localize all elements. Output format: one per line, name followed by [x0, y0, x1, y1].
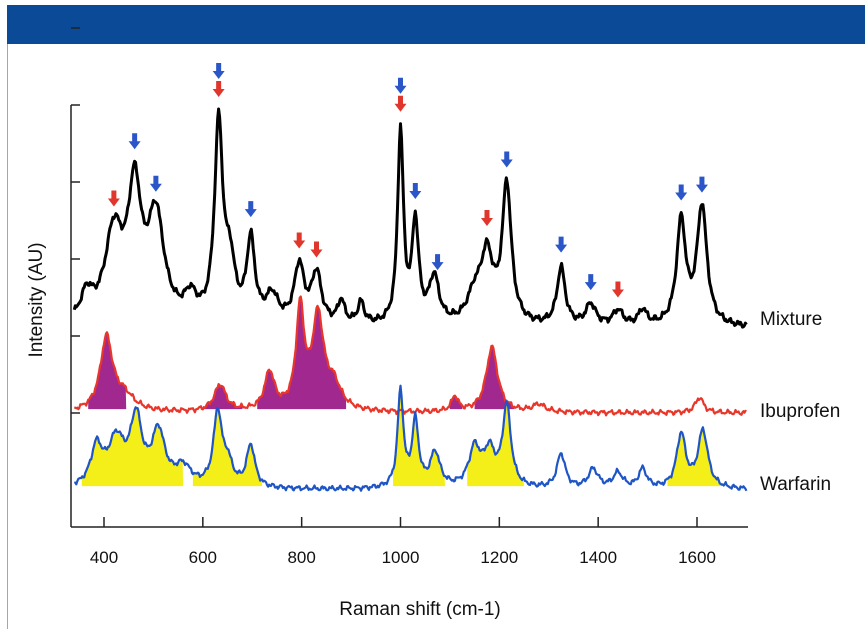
arrow-blue-1385 — [584, 274, 597, 291]
x-tick-label-1000: 1000 — [382, 548, 420, 567]
peak-fills — [81, 296, 722, 487]
series-label-warfarin: Warfarin — [760, 474, 831, 495]
axes — [70, 105, 748, 528]
line-warfarin — [73, 384, 748, 492]
fill-warfarin-3 — [467, 401, 524, 487]
x-tick-label-1400: 1400 — [579, 548, 617, 567]
arrow-blue-1325 — [555, 236, 568, 253]
frame-border — [7, 44, 8, 629]
arrow-red-632 — [212, 80, 225, 97]
arrow-blue-1610 — [695, 176, 708, 193]
fill-warfarin-4 — [667, 427, 722, 487]
x-tick-label-1200: 1200 — [480, 548, 518, 567]
arrow-red-1000 — [394, 95, 407, 112]
arrow-blue-697 — [244, 201, 257, 218]
arrow-blue-462 — [128, 133, 141, 150]
fill-ibuprofen-2 — [257, 296, 347, 410]
fill-ibuprofen-1 — [202, 384, 243, 410]
x-tick-label-1600: 1600 — [678, 548, 716, 567]
fill-warfarin-0 — [81, 407, 184, 487]
arrow-red-1440 — [611, 281, 624, 298]
arrow-blue-632 — [212, 62, 225, 79]
arrow-red-795 — [293, 232, 306, 249]
series-label-mixture: Mixture — [760, 309, 822, 330]
fill-ibuprofen-4 — [474, 345, 515, 410]
x-tick-label-800: 800 — [287, 548, 315, 567]
arrow-blue-1568 — [675, 184, 688, 201]
arrow-blue-1000 — [394, 77, 407, 94]
fill-warfarin-2 — [393, 388, 445, 487]
line-ibuprofen — [73, 295, 747, 417]
arrow-blue-1215 — [500, 151, 513, 168]
fill-ibuprofen-0 — [88, 332, 127, 410]
arrow-red-830 — [310, 241, 323, 258]
x-ticks: 400 600 800 1000 1200 1400 1600 — [90, 517, 716, 567]
peak-arrows — [107, 62, 708, 298]
series-label-ibuprofen: Ibuprofen — [760, 401, 840, 422]
x-tick-label-600: 600 — [189, 548, 217, 567]
arrow-blue-505 — [149, 175, 162, 192]
arrow-blue-1075 — [431, 254, 444, 271]
header-bar — [7, 5, 865, 44]
x-axis-title: Raman shift (cm-1) — [339, 599, 501, 620]
y-axis-title: Intensity (AU) — [26, 242, 47, 357]
arrow-red-1175 — [480, 210, 493, 227]
y-ticks — [71, 27, 80, 414]
arrow-blue-1030 — [409, 182, 422, 199]
fill-warfarin-1 — [192, 408, 263, 487]
spectra-lines — [72, 107, 748, 492]
line-mixture — [72, 107, 748, 329]
x-tick-label-400: 400 — [90, 548, 118, 567]
arrow-red-420 — [107, 190, 120, 207]
